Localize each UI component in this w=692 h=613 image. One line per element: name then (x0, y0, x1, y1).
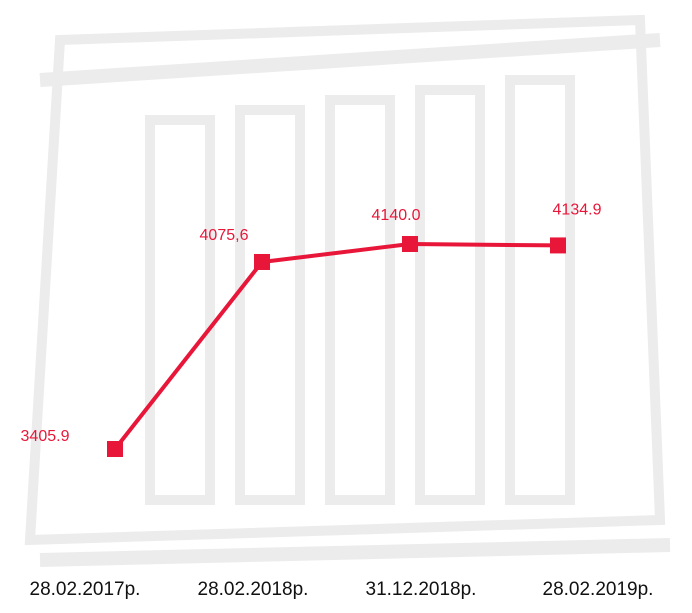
data-point (550, 237, 566, 253)
background-building (30, 20, 670, 560)
data-point (107, 441, 123, 457)
data-label: 4075,6 (200, 227, 249, 244)
data-point (254, 254, 270, 270)
data-point (402, 236, 418, 252)
x-tick-label: 28.02.2019р. (543, 579, 654, 600)
chart: 28.02.2017р. 28.02.2018р. 31.12.2018р. 28.0… (0, 0, 692, 608)
data-label: 4134.9 (553, 202, 602, 219)
data-line (115, 244, 558, 449)
data-label: 4140.0 (372, 207, 421, 224)
x-tick-label: 31.12.2018р. (366, 579, 477, 600)
x-tick-label: 28.02.2018р. (198, 579, 309, 600)
x-tick-label: 28.02.2017р. (30, 579, 141, 600)
data-label: 3405.9 (21, 428, 70, 445)
